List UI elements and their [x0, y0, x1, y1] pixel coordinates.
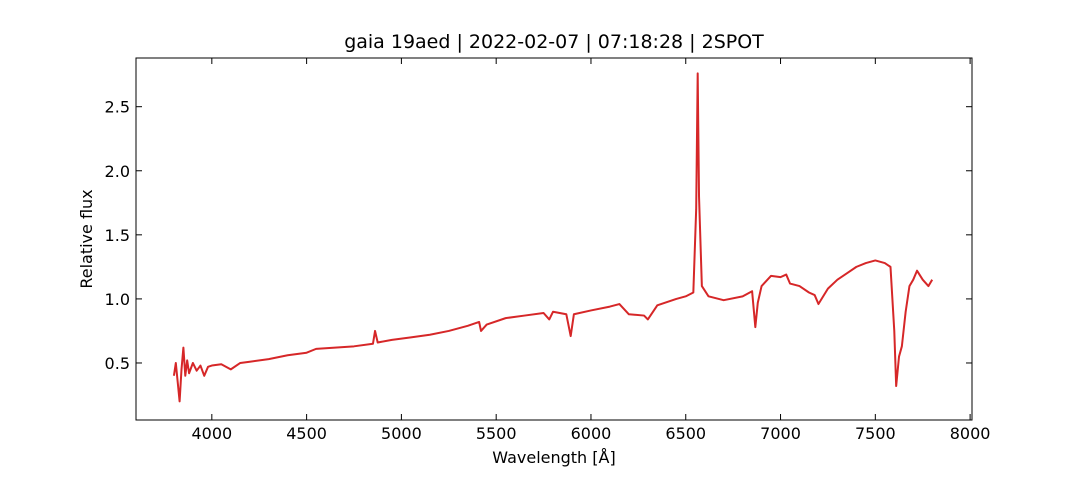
x-tick-label: 7500	[855, 424, 896, 443]
x-tick-label: 5000	[381, 424, 422, 443]
x-tick-label: 4500	[286, 424, 327, 443]
y-tick-label: 2.5	[105, 98, 130, 117]
x-tick-label: 8000	[950, 424, 991, 443]
x-tick-label: 6000	[571, 424, 612, 443]
plot-frame	[135, 57, 973, 421]
y-tick-label: 1.5	[105, 226, 130, 245]
y-tick-label: 1.0	[105, 290, 130, 309]
x-tick-label: 4000	[191, 424, 232, 443]
y-tick-label: 2.0	[105, 162, 130, 181]
chart-title: gaia 19aed | 2022-02-07 | 07:18:28 | 2SP…	[344, 31, 764, 53]
y-axis-label: Relative flux	[77, 189, 96, 288]
y-tick-label: 0.5	[105, 354, 130, 373]
spectrum-line	[172, 72, 934, 403]
x-axis-label: Wavelength [Å]	[492, 448, 615, 467]
x-tick-label: 7000	[760, 424, 801, 443]
x-tick-label: 5500	[476, 424, 517, 443]
x-tick-label: 6500	[665, 424, 706, 443]
